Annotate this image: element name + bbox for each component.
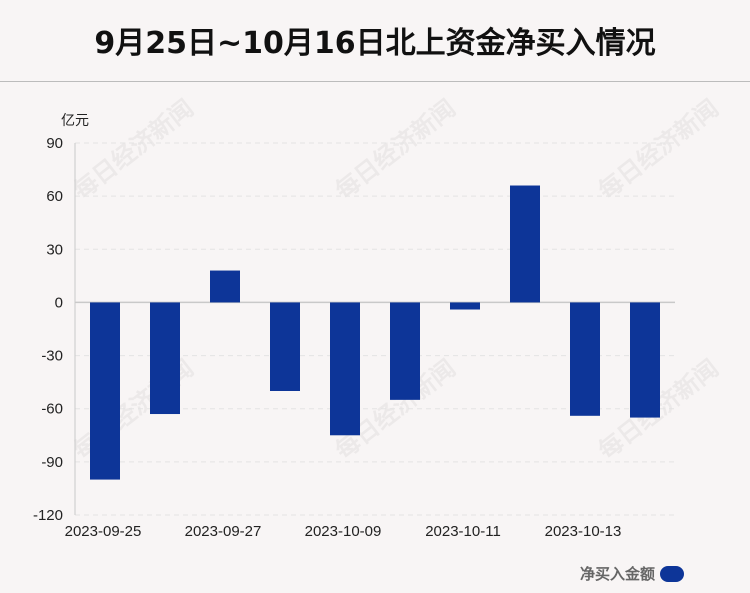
x-tick-label: 2023-09-27 [185,523,262,540]
bar [570,302,600,416]
x-tick-label: 2023-10-11 [425,523,501,540]
y-tick-label: -60 [41,401,63,418]
x-tick-label: 2023-10-09 [305,523,382,540]
chart-title: 9月25日~10月16日北上资金净买入情况 [94,26,656,61]
bar [210,270,240,303]
bar [90,302,120,480]
x-tick-label: 2023-09-25 [65,523,142,540]
legend: 净买入金额 [580,563,684,584]
y-tick-label: -30 [41,348,63,365]
legend-label: 净买入金额 [579,565,655,583]
bar [630,302,660,418]
bar [510,185,540,303]
bar [330,302,360,436]
bar [270,302,300,391]
bar [150,302,180,415]
y-tick-label: -90 [41,454,63,471]
y-tick-label: 0 [55,294,63,311]
bar [390,302,420,400]
y-tick-label: -120 [33,507,63,524]
y-tick-label: 90 [46,135,63,152]
bar [450,302,480,310]
y-tick-label: 60 [46,188,63,205]
x-tick-label: 2023-10-13 [545,523,622,540]
y-unit-label: 亿元 [61,113,89,129]
y-tick-label: 30 [46,241,63,258]
legend-swatch [660,565,684,582]
title-divider [0,81,750,82]
